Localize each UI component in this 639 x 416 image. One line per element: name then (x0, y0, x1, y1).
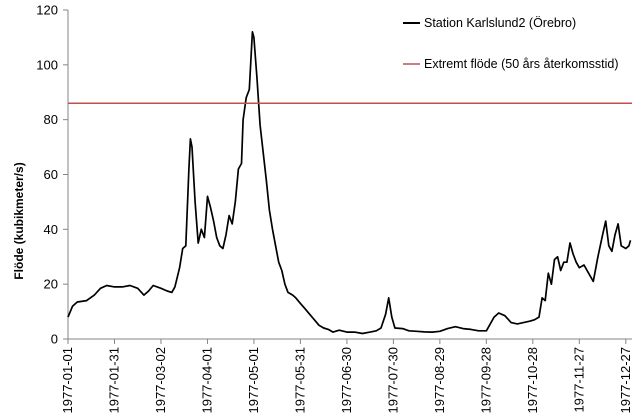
x-tick-label: 1977-09-28 (478, 347, 493, 414)
x-tick-label: 1977-06-30 (339, 347, 354, 414)
legend-label-station: Station Karlslund2 (Örebro) (424, 16, 576, 30)
y-tick-label: 40 (44, 222, 58, 237)
y-axis: 0 20 40 60 80 100 120 (36, 3, 69, 347)
x-tick-label: 1977-07-30 (385, 347, 400, 414)
legend-label-extreme: Extremt flöde (50 års återkomsstid) (424, 57, 619, 71)
x-axis: 1977-01-01 1977-01-31 1977-03-02 1977-04-01… (60, 338, 633, 414)
x-tick-label: 1977-01-31 (106, 347, 121, 414)
y-tick-label: 60 (44, 167, 58, 182)
x-tick-label: 1977-05-31 (292, 347, 307, 414)
legend: Station Karlslund2 (Örebro) Extremt flöd… (403, 16, 619, 71)
x-tick-label: 1977-01-01 (60, 347, 75, 414)
x-tick-label: 1977-12-27 (618, 347, 633, 414)
y-tick-label: 0 (51, 332, 58, 347)
x-tick-label: 1977-04-01 (199, 347, 214, 414)
series-layer (67, 31, 632, 335)
y-tick-label: 80 (44, 112, 58, 127)
series-line-station (67, 31, 632, 335)
x-tick-label: 1977-11-27 (571, 347, 586, 413)
y-tick-label: 20 (44, 277, 58, 292)
y-axis-label: Flöde (kubikmeter/s) (12, 162, 26, 279)
x-tick-label: 1977-05-01 (246, 347, 261, 414)
y-tick-label: 120 (36, 3, 58, 18)
x-tick-label: 1977-08-29 (432, 347, 447, 414)
x-tick-label: 1977-10-28 (525, 347, 540, 414)
x-tick-label: 1977-03-02 (153, 347, 168, 414)
y-tick-label: 100 (36, 57, 58, 72)
